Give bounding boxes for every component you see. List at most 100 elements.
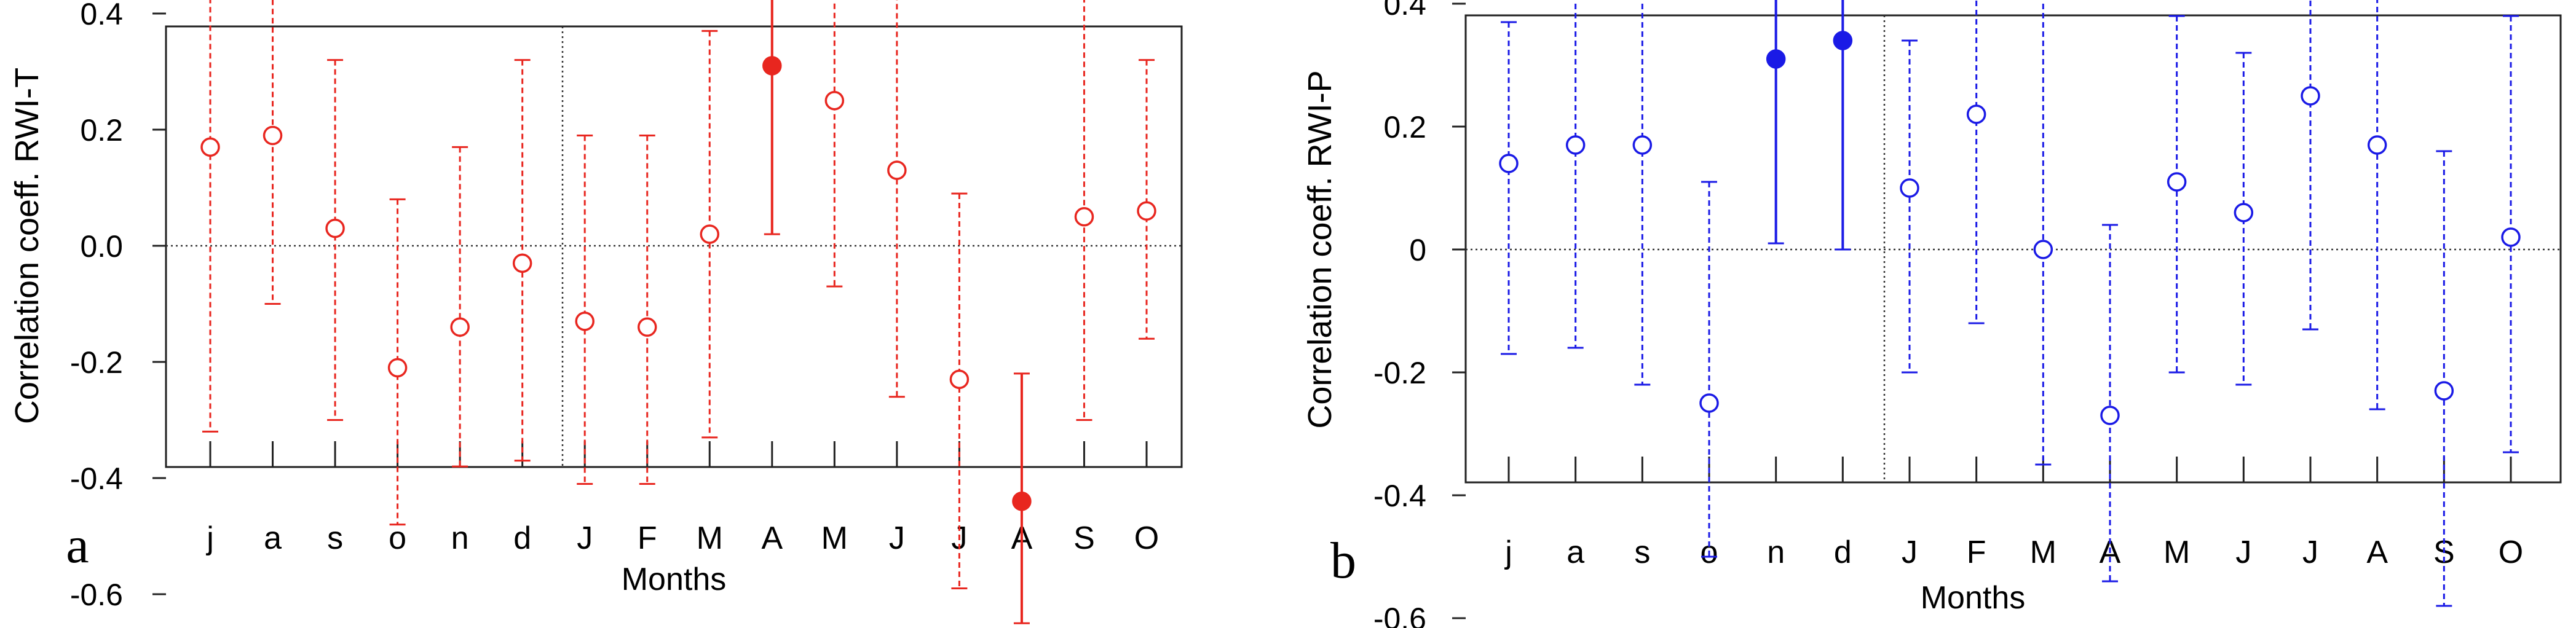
data-point (1966, 104, 1986, 124)
data-point (637, 317, 657, 337)
y-tick-label: 0.2 (80, 113, 123, 147)
error-bar (202, 0, 218, 433)
error-bar (2302, 0, 2318, 331)
error-bar (888, 0, 905, 398)
error-bar (1902, 39, 1918, 374)
x-tick-label: O (2499, 535, 2523, 570)
data-point-significant (1833, 31, 1853, 50)
data-point (2100, 406, 2120, 425)
error-bar (389, 198, 406, 526)
x-tick-label: J (2235, 535, 2251, 570)
x-tick-label: S (1073, 520, 1095, 556)
x-tick-label: n (1767, 535, 1785, 570)
error-bar (1968, 0, 1985, 324)
error-bar (2168, 15, 2185, 374)
error-bar (514, 59, 531, 462)
data-point (450, 317, 470, 337)
y-tick-label: -0.6 (70, 578, 123, 612)
error-bar (1701, 181, 1717, 558)
plot-frame (165, 25, 1183, 468)
data-point (1632, 135, 1653, 155)
error-bar (1139, 59, 1155, 340)
x-tick-label: M (2163, 535, 2190, 570)
error-bar (1634, 0, 1651, 386)
error-bar (327, 59, 344, 421)
error-bar (264, 0, 281, 305)
x-tick-label: d (513, 520, 531, 556)
data-point (325, 218, 345, 238)
x-tick-label: M (2030, 535, 2056, 570)
y-tick-label: -0.4 (1373, 479, 1426, 513)
x-tick-label: d (1834, 535, 1852, 570)
x-tick-label: n (451, 520, 469, 556)
error-bar (452, 146, 468, 468)
data-point (949, 369, 970, 390)
data-point (512, 253, 532, 273)
y-tick-label: 0.2 (1383, 110, 1426, 144)
error-bar (2102, 224, 2118, 583)
y-tick-label: 0.4 (80, 0, 123, 31)
data-point (1137, 201, 1156, 221)
data-point (387, 358, 408, 378)
data-point (2501, 227, 2521, 247)
x-tick-label: M (697, 520, 723, 556)
x-axis-label: Months (1921, 580, 2026, 616)
data-point (263, 125, 283, 146)
x-tick-label: O (1134, 520, 1159, 556)
error-bar (2369, 0, 2385, 410)
x-tick-label: s (1634, 535, 1650, 570)
error-bar (764, 0, 780, 235)
x-tick-label: j (205, 520, 214, 556)
data-point-significant (1012, 492, 1032, 511)
data-point (2367, 135, 2387, 155)
error-bar (1567, 0, 1584, 349)
error-bar (1076, 0, 1092, 421)
data-point (2434, 381, 2454, 401)
data-point (1565, 135, 1586, 155)
x-tick-label: F (638, 520, 657, 556)
data-point-significant (762, 56, 782, 76)
error-bar (2436, 150, 2452, 607)
error-bar (1768, 0, 1784, 245)
data-point (1074, 207, 1094, 227)
data-point (575, 312, 595, 331)
panel-letter: b (1330, 532, 1356, 589)
x-tick-label: J (889, 520, 905, 556)
x-axis-label: Months (622, 562, 727, 597)
error-bar (951, 192, 968, 590)
x-tick-label: J (2302, 535, 2318, 570)
y-tick-label: -0.2 (1373, 356, 1426, 390)
y-axis-label: Correlation coeff. RWI-T (9, 68, 45, 424)
error-bar (2503, 15, 2519, 453)
data-point (1699, 393, 1719, 413)
x-tick-label: J (1902, 535, 1918, 570)
error-bar (826, 0, 843, 288)
y-tick-label: 0.0 (80, 229, 123, 264)
error-bar (1501, 21, 1517, 355)
y-axis-label: Correlation coeff. RWI-P (1302, 70, 1338, 428)
data-point (200, 137, 220, 157)
error-bar (1835, 0, 1851, 251)
data-point (1900, 178, 1919, 198)
data-point (824, 91, 845, 111)
data-point (1499, 154, 1519, 173)
error-bar (639, 134, 655, 485)
y-tick-label: -0.4 (70, 461, 123, 496)
y-tick-label: 0 (1409, 233, 1426, 267)
data-point (2234, 203, 2254, 222)
x-tick-label: A (2366, 535, 2388, 570)
error-bar (577, 134, 593, 485)
y-tick-label: -0.2 (70, 345, 123, 380)
x-tick-label: j (1504, 535, 1512, 570)
data-point (887, 160, 907, 180)
y-tick-label: -0.6 (1373, 602, 1426, 628)
x-tick-label: o (389, 520, 406, 556)
y-tick-label: 0.4 (1383, 0, 1426, 22)
data-point (2167, 172, 2187, 192)
error-bar (2035, 0, 2052, 466)
x-tick-label: a (1567, 535, 1584, 570)
data-point (2301, 86, 2320, 106)
